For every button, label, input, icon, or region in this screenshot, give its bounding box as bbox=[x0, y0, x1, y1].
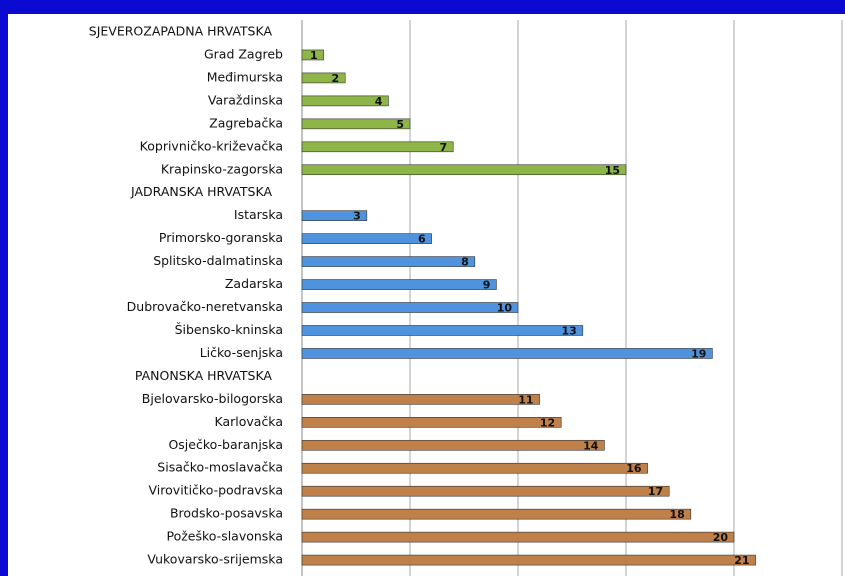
data-label: 1 bbox=[310, 49, 318, 62]
data-label: 9 bbox=[483, 279, 491, 292]
y-tick-label: Virovitičko-podravska bbox=[149, 483, 283, 498]
bar bbox=[301, 554, 756, 566]
data-label: 17 bbox=[648, 485, 663, 498]
bar bbox=[301, 279, 497, 290]
data-label: 4 bbox=[375, 95, 383, 108]
y-tick-label: Osječko-baranjska bbox=[168, 437, 283, 452]
data-label: 7 bbox=[440, 141, 448, 154]
bar bbox=[301, 210, 368, 221]
data-label: 18 bbox=[669, 508, 684, 521]
data-label: 10 bbox=[497, 302, 513, 315]
bar bbox=[301, 256, 476, 267]
y-tick-label: Istarska bbox=[234, 207, 283, 222]
data-label: 8 bbox=[461, 256, 469, 269]
group-header: SJEVEROZAPADNA HRVATSKA bbox=[89, 24, 273, 39]
y-tick-label: Brodsko-posavska bbox=[170, 506, 283, 521]
bar bbox=[301, 164, 627, 176]
bar bbox=[301, 462, 648, 474]
y-tick-label: Varaždinska bbox=[208, 92, 283, 107]
bar bbox=[301, 348, 713, 359]
bar bbox=[301, 325, 584, 336]
y-tick-label: Splitsko-dalmatinska bbox=[153, 253, 283, 268]
y-tick-label: Grad Zagreb bbox=[204, 46, 283, 61]
y-tick-label: Zadarska bbox=[225, 276, 283, 291]
data-label: 14 bbox=[583, 439, 599, 452]
bar bbox=[301, 72, 346, 84]
data-label: 3 bbox=[353, 210, 361, 223]
y-tick-label: Vukovarsko-srijemska bbox=[147, 552, 283, 567]
bar bbox=[301, 485, 670, 497]
group-header: PANONSKA HRVATSKA bbox=[135, 368, 273, 383]
bar bbox=[301, 95, 389, 107]
bar bbox=[301, 417, 562, 428]
group-header: JADRANSKA HRVATSKA bbox=[130, 184, 272, 199]
bar bbox=[301, 302, 519, 313]
plot-background bbox=[8, 14, 845, 576]
y-tick-label: Dubrovačko-neretvanska bbox=[127, 299, 283, 314]
data-label: 15 bbox=[605, 164, 620, 177]
data-label: 5 bbox=[396, 118, 404, 131]
data-label: 20 bbox=[713, 531, 729, 544]
y-tick-label: Krapinsko-zagorska bbox=[161, 161, 283, 176]
y-tick-label: Sisačko-moslavačka bbox=[157, 460, 283, 475]
data-label: 13 bbox=[561, 324, 576, 337]
y-tick-label: Koprivničko-križevačka bbox=[140, 138, 283, 153]
y-tick-label: Požeško-slavonska bbox=[167, 529, 284, 544]
data-label: 12 bbox=[540, 416, 555, 429]
bar bbox=[301, 49, 324, 61]
y-tick-label: Zagrebačka bbox=[209, 115, 283, 130]
bar bbox=[301, 508, 692, 520]
bar bbox=[301, 118, 411, 130]
bar bbox=[301, 439, 605, 451]
data-label: 16 bbox=[626, 462, 642, 475]
y-tick-label: Ličko-senjska bbox=[200, 345, 283, 360]
bar bbox=[301, 394, 540, 405]
bar bbox=[301, 233, 432, 244]
y-tick-label: Karlovačka bbox=[214, 414, 283, 429]
bar bbox=[301, 141, 454, 153]
data-label: 19 bbox=[691, 347, 706, 360]
y-tick-label: Bjelovarsko-bilogorska bbox=[142, 391, 283, 406]
y-tick-label: Šibensko-kninska bbox=[175, 322, 283, 337]
data-label: 6 bbox=[418, 233, 426, 246]
y-tick-label: Primorsko-goranska bbox=[159, 230, 283, 245]
data-label: 11 bbox=[518, 393, 533, 406]
data-label: 2 bbox=[332, 72, 340, 85]
data-label: 21 bbox=[734, 554, 749, 567]
bar bbox=[301, 531, 735, 543]
y-tick-label: Međimurska bbox=[207, 69, 283, 84]
